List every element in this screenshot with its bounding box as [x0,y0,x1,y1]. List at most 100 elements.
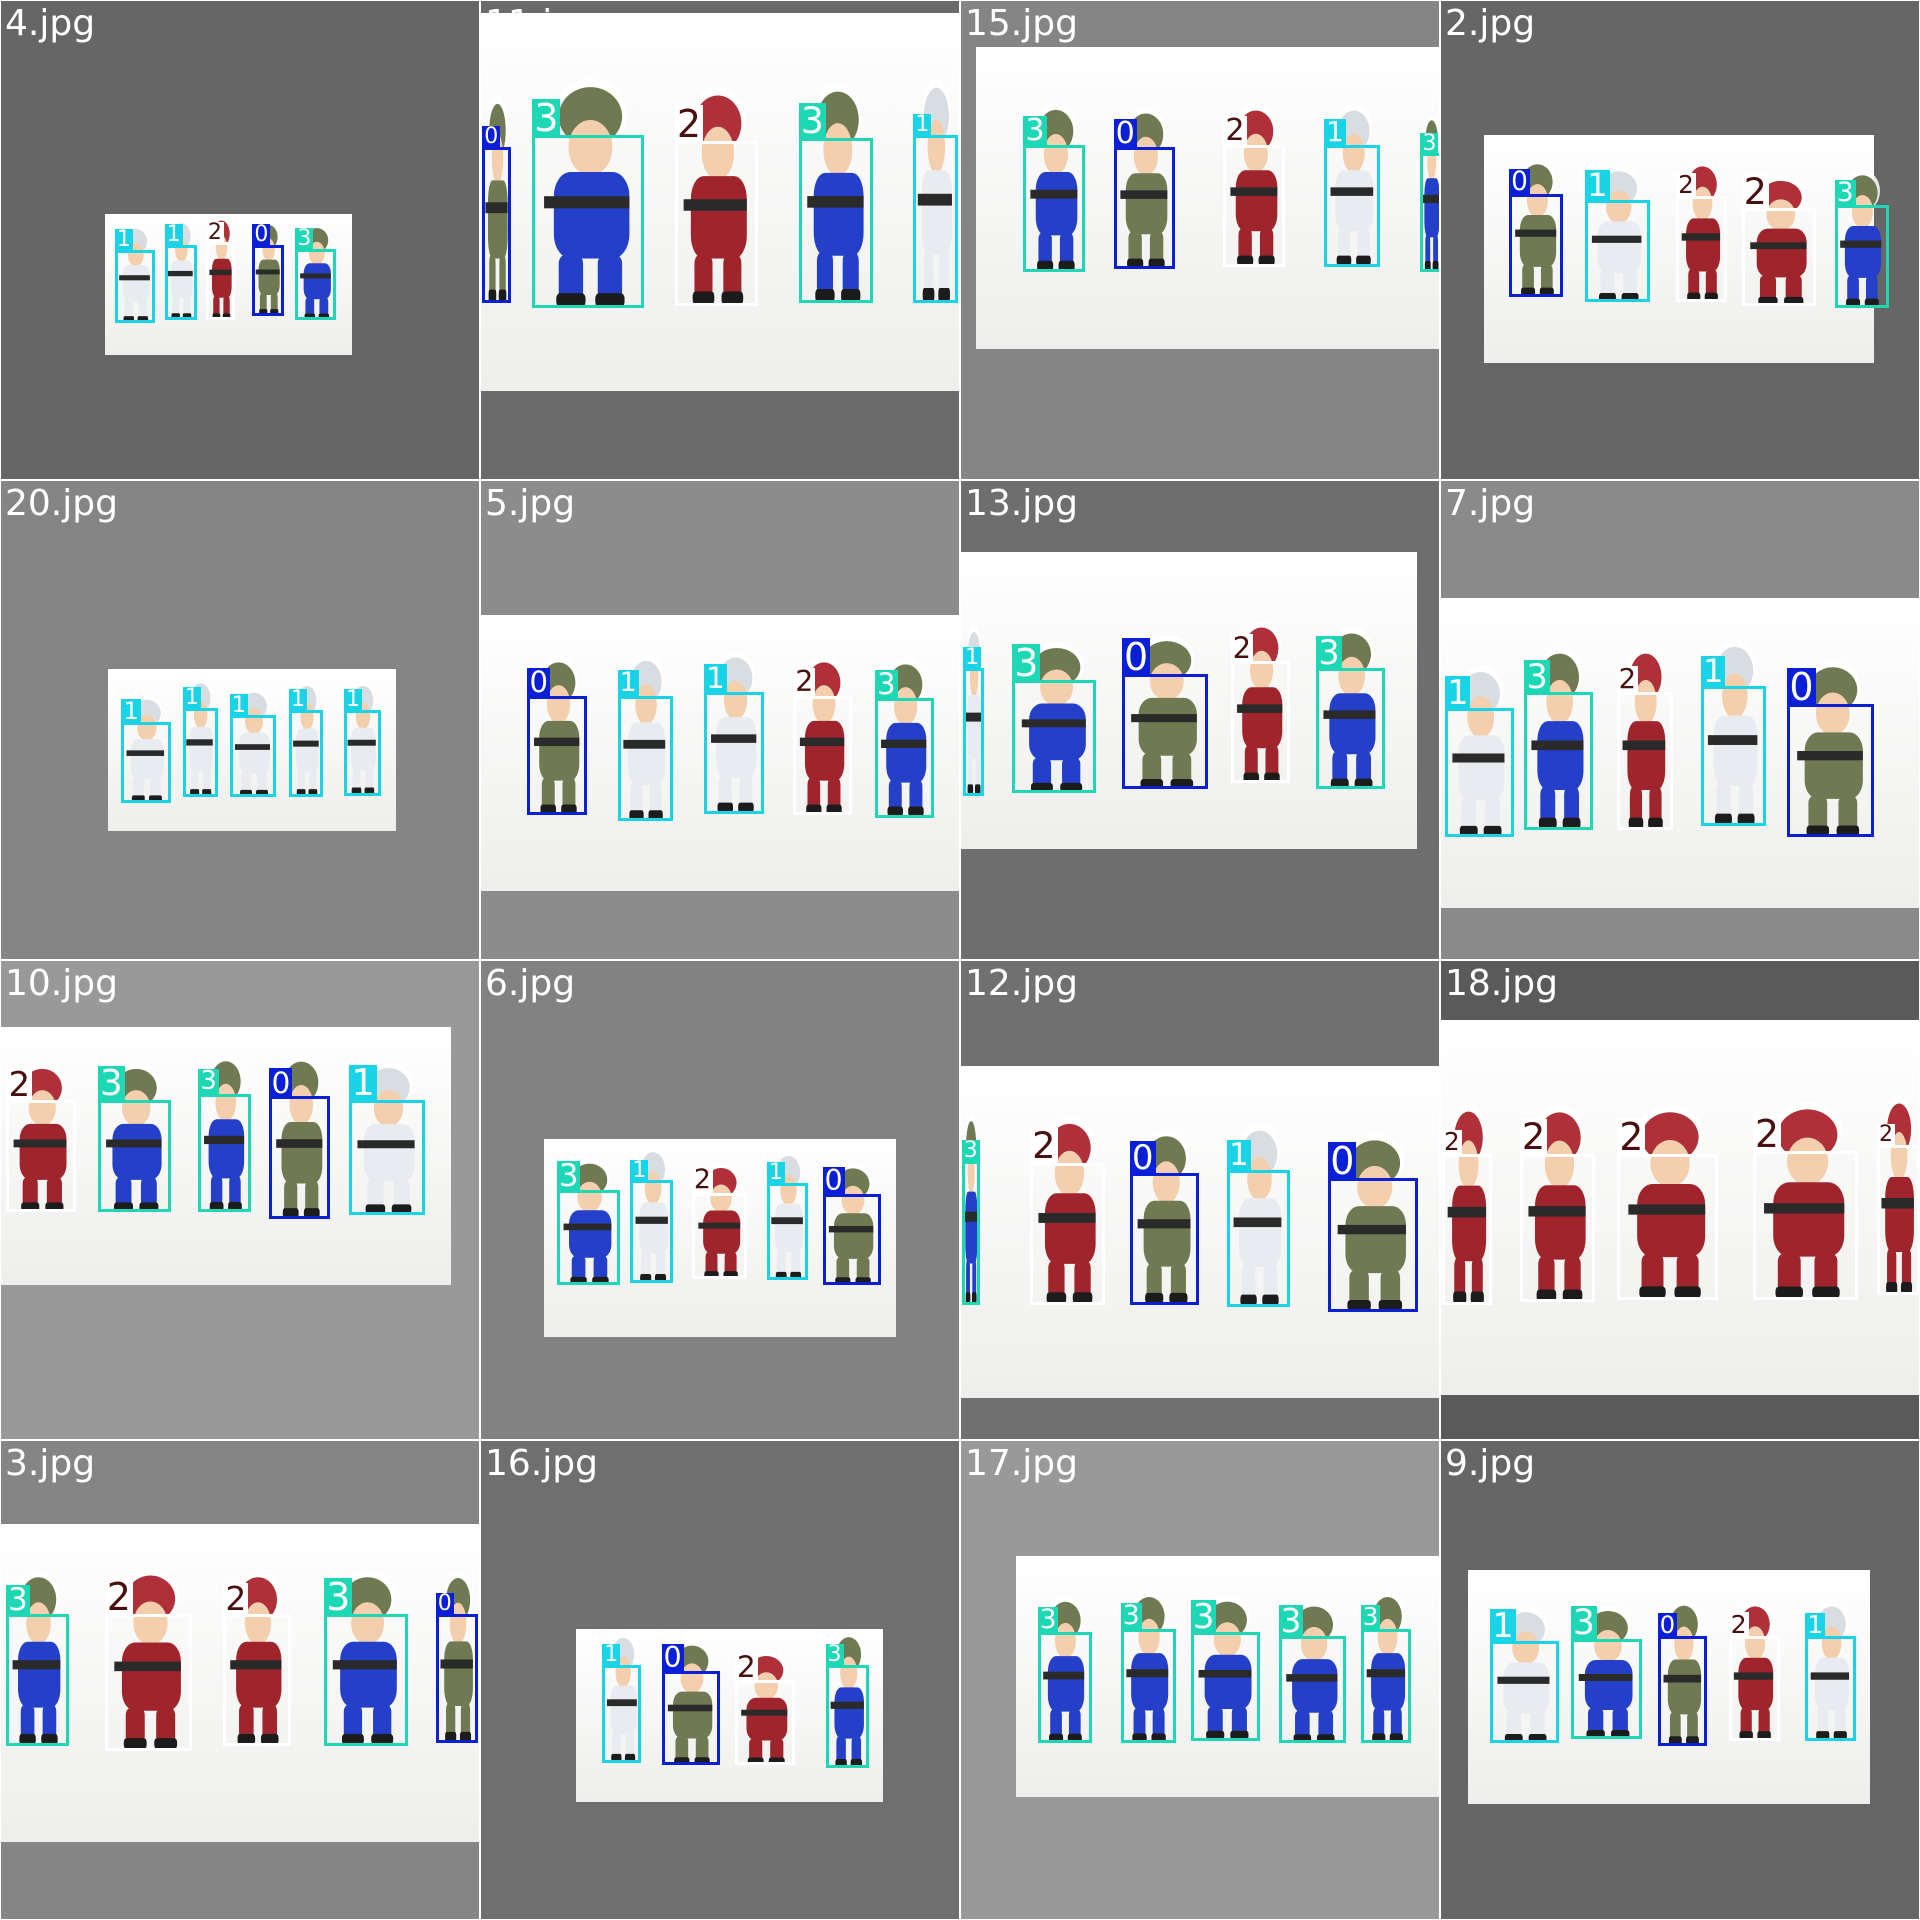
class-label: 0 [822,1163,845,1197]
soldier-figure-icon [1120,107,1168,269]
detection-class-1: 1 [911,76,959,304]
class-label: 3 [961,1138,980,1164]
bounding-box [205,242,236,321]
class-label: 3 [1570,1602,1597,1643]
detection-class-1: 1 [288,680,325,797]
detection-class-1: 1 [119,694,173,803]
class-label: 2 [1030,1124,1058,1168]
bounding-box [121,722,171,803]
detection-class-3: 3 [1568,1604,1645,1739]
detection-class-2: 2 [1613,1102,1723,1300]
class-label: 2 [1728,1610,1749,1640]
bounding-box [1122,673,1209,790]
detection-class-3: 3 [294,223,338,321]
tile-filename: 13.jpg [965,483,1078,524]
detection-class-2: 2 [1739,173,1819,306]
mosaic-tile: 9.jpg 1 3 0 2 1 [1441,1441,1919,1919]
class-label: 2 [793,665,816,699]
detection-class-2: 2 [1748,1099,1863,1300]
bounding-box [1360,1628,1412,1744]
class-label: 1 [1490,1606,1516,1646]
class-label: 0 [1509,166,1530,197]
detection-class-2: 2 [1517,1102,1599,1303]
class-label: 3 [825,1642,844,1668]
bounding-box [532,135,645,309]
detection-class-2: 2 [220,1568,293,1746]
bounding-box [875,698,935,818]
class-label: 2 [1519,1114,1548,1158]
soldier-figure-icon [440,1571,473,1743]
tile-filename: 2.jpg [1445,3,1536,44]
class-label: 1 [617,667,639,699]
bounding-box [164,244,198,321]
soldier-figure-icon [1447,1103,1486,1304]
tile-filename: 11.jpg [485,3,598,44]
bounding-box [1741,208,1816,306]
bounding-box [1570,1638,1642,1739]
class-label: 1 [704,661,727,696]
class-label: 3 [556,1158,581,1195]
class-label: 1 [1227,1137,1251,1174]
detection-class-1: 1 [765,1149,810,1281]
detection-class-0: 0 [267,1053,333,1220]
detection-class-2: 2 [791,654,854,816]
bounding-box [1787,704,1874,838]
class-label: 0 [1129,1137,1156,1178]
bounding-box [1676,196,1727,303]
detection-class-3: 3 [1832,168,1891,309]
bounding-box [1278,1636,1346,1744]
soldier-figure-icon [1338,1133,1407,1311]
class-label: 0 [1122,634,1151,679]
bounding-box [252,244,284,316]
bounding-box [349,1100,425,1215]
soldier-figure-icon [114,1569,181,1750]
class-label: 1 [963,644,982,670]
bounding-box [1420,153,1439,272]
detection-class-1: 1 [113,224,157,323]
class-label: 2 [1676,169,1696,199]
detection-class-2: 2 [205,215,237,321]
bounding-box [1752,1151,1859,1300]
class-label: 0 [435,1591,454,1617]
class-label: 1 [1585,165,1610,204]
tile-filename: 5.jpg [485,483,576,524]
bounding-box [223,1614,291,1746]
class-label: 2 [1876,1122,1895,1148]
detection-class-3: 3 [796,80,876,304]
mosaic-tile: 11.jpg 0 3 2 3 1 [481,1,959,479]
detection-class-3: 3 [95,1061,174,1213]
bounding-box [6,1614,69,1746]
bounding-box [1509,193,1564,298]
detection-class-1: 1 [1442,663,1516,838]
bounding-box [1012,679,1097,794]
bounding-box [661,1671,720,1766]
soldier-figure-icon [1628,1105,1706,1299]
bounding-box [822,1193,881,1286]
bounding-box [961,1160,980,1305]
bounding-box [825,1665,870,1768]
class-label: 3 [798,99,826,143]
detection-class-3: 3 [554,1157,622,1286]
bounding-box [963,667,985,796]
detection-class-3: 3 [196,1053,253,1213]
class-label: 2 [691,1164,713,1196]
class-label: 3 [1037,1605,1059,1636]
class-label: 0 [482,124,501,150]
class-label: 1 [229,691,249,718]
detection-class-3: 3 [1313,625,1387,790]
detection-class-2: 2 [732,1648,798,1766]
detection-class-3: 3 [961,1111,981,1305]
class-label: 2 [734,1648,758,1684]
class-label: 2 [1617,1114,1646,1159]
class-label: 2 [674,102,704,147]
class-label: 0 [1787,665,1816,710]
class-label: 3 [198,1066,219,1097]
bounding-box [435,1614,479,1744]
bounding-box [269,1096,331,1220]
class-label: 3 [1316,632,1342,672]
class-label: 1 [1805,1609,1826,1639]
soldier-figure-icon [806,82,864,302]
soldier-figure-icon [1043,1595,1085,1743]
mosaic-tile: 3.jpg 3 2 2 3 0 [1,1441,479,1919]
